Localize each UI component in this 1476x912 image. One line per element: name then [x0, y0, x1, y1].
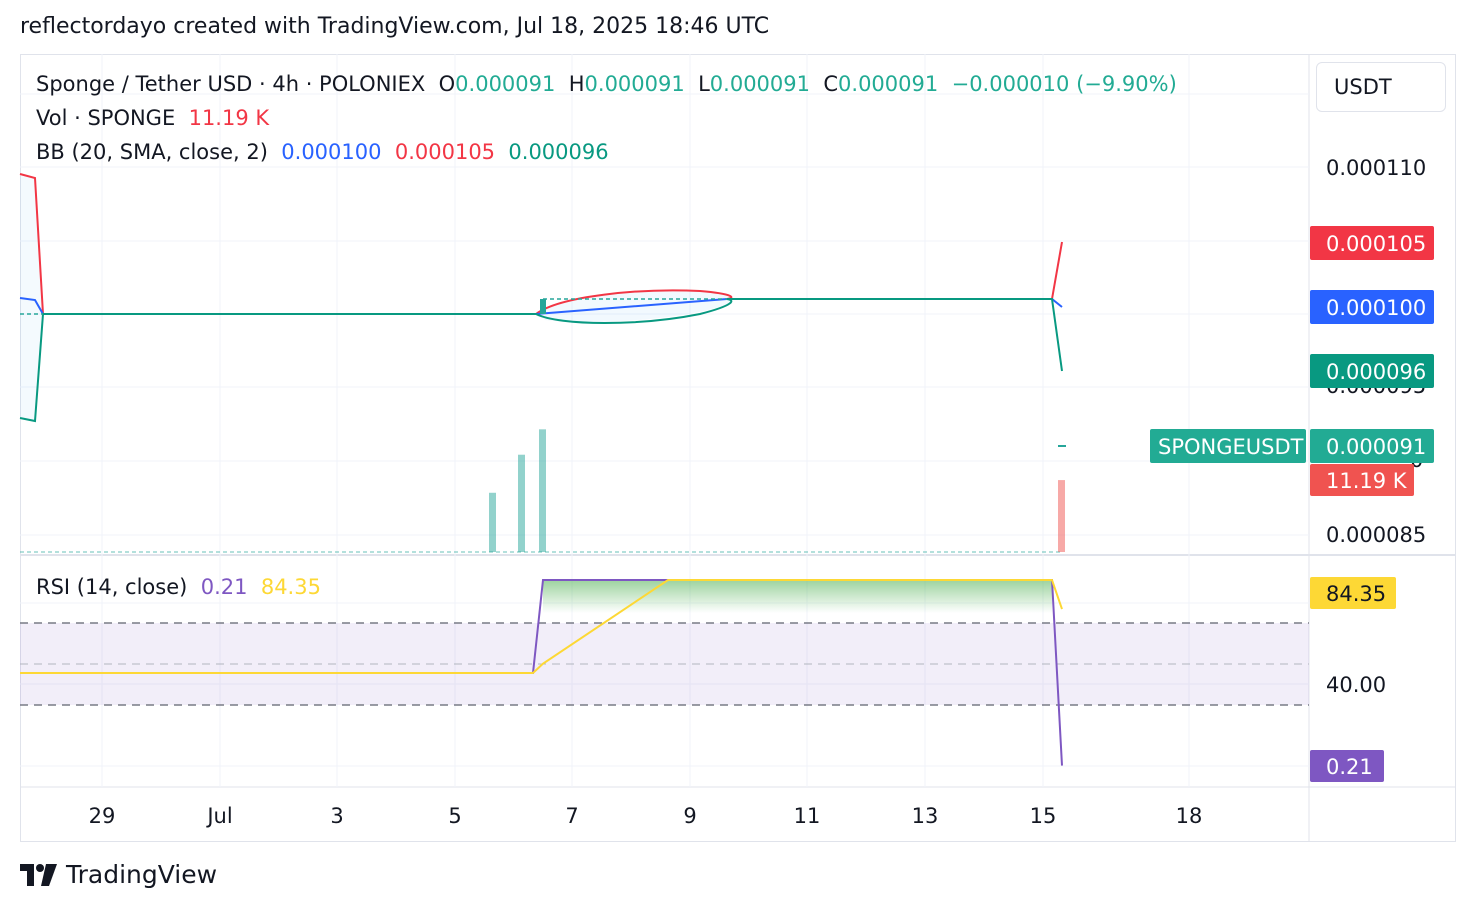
change-value: −0.000010 (−9.90%) [951, 72, 1177, 96]
bb-basis-badge [1310, 290, 1434, 324]
volume-badge-text: 11.19 K [1326, 469, 1408, 493]
bb-label: BB (20, SMA, close, 2) [36, 140, 268, 164]
rsi-label: RSI (14, close) [36, 575, 188, 599]
price-tick-0: 0.000110 [1326, 156, 1426, 180]
time-label: 5 [448, 804, 461, 828]
last-price-badge [1310, 429, 1434, 463]
rsi-overbought-fill [543, 580, 1052, 613]
rsi-ma-badge-text: 84.35 [1326, 582, 1386, 606]
low-label: L [698, 72, 710, 96]
volume-bar[interactable] [489, 492, 496, 552]
bb-background-left [20, 176, 43, 420]
bb-basis-badge-text: 0.000100 [1326, 296, 1426, 320]
last-price-badge-text: 0.000091 [1326, 435, 1426, 459]
tradingview-logo-icon [20, 863, 57, 886]
rsi-value: 0.21 [200, 575, 248, 599]
rsi-ma-value: 84.35 [260, 575, 321, 599]
time-axis[interactable]: 29 Jul 3 5 7 9 11 13 15 18 [89, 804, 1203, 828]
time-label: 29 [89, 804, 116, 828]
high-label: H [568, 72, 585, 96]
chart-frame [20, 54, 1456, 842]
bb-lower-badge [1310, 354, 1434, 388]
time-label: 7 [565, 804, 578, 828]
currency-unit-button[interactable]: USDT [1316, 62, 1446, 112]
grid-lines [20, 54, 1309, 787]
high-value: 0.000091 [584, 72, 685, 96]
volume-bar[interactable] [1058, 480, 1065, 552]
time-label: 3 [330, 804, 343, 828]
volume-legend[interactable]: Vol · SPONGE 11.19 K [36, 106, 269, 130]
time-label: 11 [794, 804, 821, 828]
symbol-title: Sponge / Tether USD · 4h · POLONIEX [36, 72, 426, 96]
rsi-badge [1310, 750, 1384, 782]
rsi-legend[interactable]: RSI (14, close) 0.21 84.35 [36, 575, 321, 599]
time-label: Jul [205, 804, 232, 828]
volume-value: 11.19 K [188, 106, 270, 130]
rsi-badge-text: 0.21 [1326, 755, 1373, 779]
symbol-badge [1150, 429, 1306, 463]
volume-bar[interactable] [539, 429, 546, 552]
close-label: C [823, 72, 839, 96]
bb-upper-line-left [19, 173, 536, 315]
time-label: 13 [912, 804, 939, 828]
symbol-badge-text: SPONGEUSDT [1158, 435, 1304, 459]
footer-brand[interactable]: TradingView [20, 860, 217, 889]
bb-lower-line [19, 298, 1063, 423]
bb-basis-value: 0.000100 [281, 140, 382, 164]
volume-bars [489, 429, 1065, 552]
time-label: 15 [1030, 804, 1057, 828]
bb-lower-badge-text: 0.000096 [1326, 360, 1426, 384]
attribution-text: reflectordayo created with TradingView.c… [20, 14, 770, 39]
rsi-ma-badge [1310, 577, 1396, 609]
time-label: 9 [683, 804, 696, 828]
low-value: 0.000091 [709, 72, 810, 96]
open-label: O [438, 72, 456, 96]
volume-badge [1310, 464, 1414, 496]
bb-legend[interactable]: BB (20, SMA, close, 2) 0.000100 0.000105… [36, 140, 609, 164]
volume-label: Vol · SPONGE [36, 106, 176, 130]
volume-bar[interactable] [518, 454, 525, 552]
rsi-tick-40: 40.00 [1326, 673, 1386, 697]
bb-lower-value: 0.000096 [508, 140, 609, 164]
bb-upper-badge-text: 0.000105 [1326, 232, 1426, 256]
footer-brand-text: TradingView [66, 860, 218, 889]
rsi-ma-line [20, 579, 1063, 674]
time-label: 18 [1176, 804, 1203, 828]
candle-jul6[interactable] [540, 299, 546, 314]
bb-upper-badge [1310, 226, 1434, 260]
bb-upper-value: 0.000105 [394, 140, 496, 164]
bb-upper-line-right [535, 241, 1063, 315]
price-tick-3: 0.000085 [1326, 523, 1426, 547]
open-value: 0.000091 [455, 72, 556, 96]
symbol-legend[interactable]: Sponge / Tether USD · 4h · POLONIEX O0.0… [36, 72, 1177, 96]
close-value: 0.000091 [838, 72, 939, 96]
